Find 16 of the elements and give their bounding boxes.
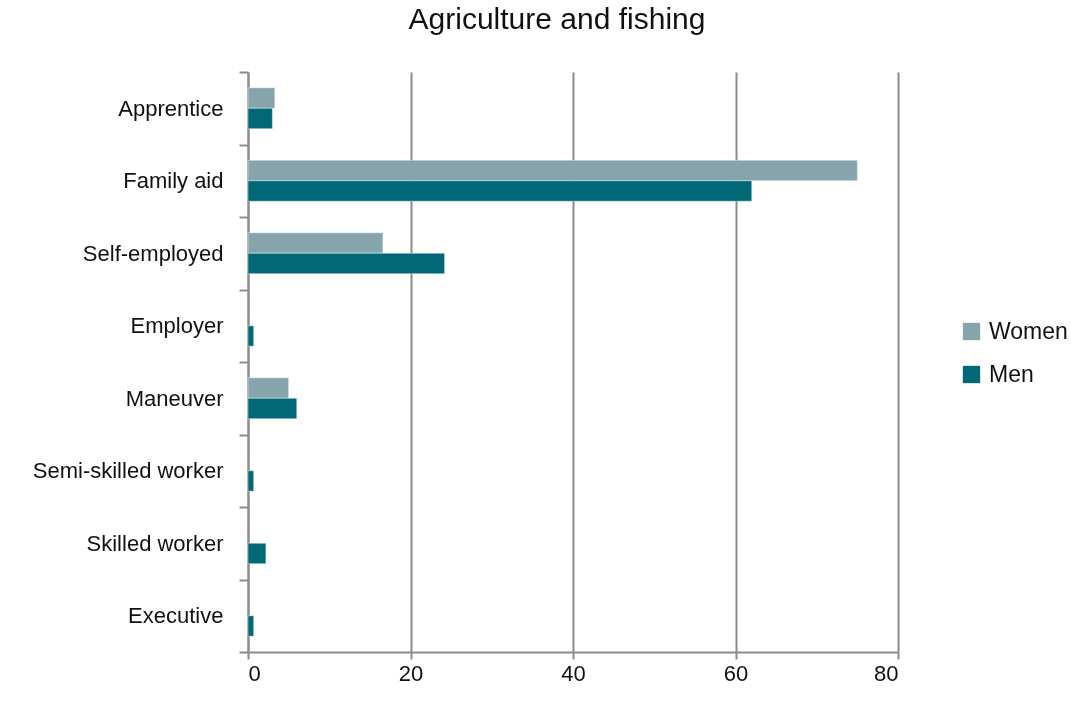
y-tick-label: Skilled worker: [86, 530, 224, 556]
x-tick-label: 20: [398, 660, 424, 686]
x-tick-label: 80: [874, 660, 899, 686]
x-tick-label: 0: [248, 660, 261, 686]
y-tick-label: Executive: [128, 603, 224, 629]
x-tick-label: 60: [723, 660, 749, 686]
legend-label: Women: [989, 317, 1068, 344]
y-tick-label: Self-employed: [82, 240, 224, 266]
y-tick-label: Apprentice: [118, 95, 224, 121]
y-tick-label: Family aid: [123, 168, 224, 194]
y-tick-label: Employer: [130, 313, 224, 339]
y-tick-label: Maneuver: [125, 385, 224, 411]
legend-label: Men: [989, 360, 1034, 387]
x-tick-label: 40: [561, 660, 586, 686]
y-tick-label: Semi-skilled worker: [32, 458, 224, 484]
chart-title: Agriculture and fishing: [408, 2, 706, 35]
